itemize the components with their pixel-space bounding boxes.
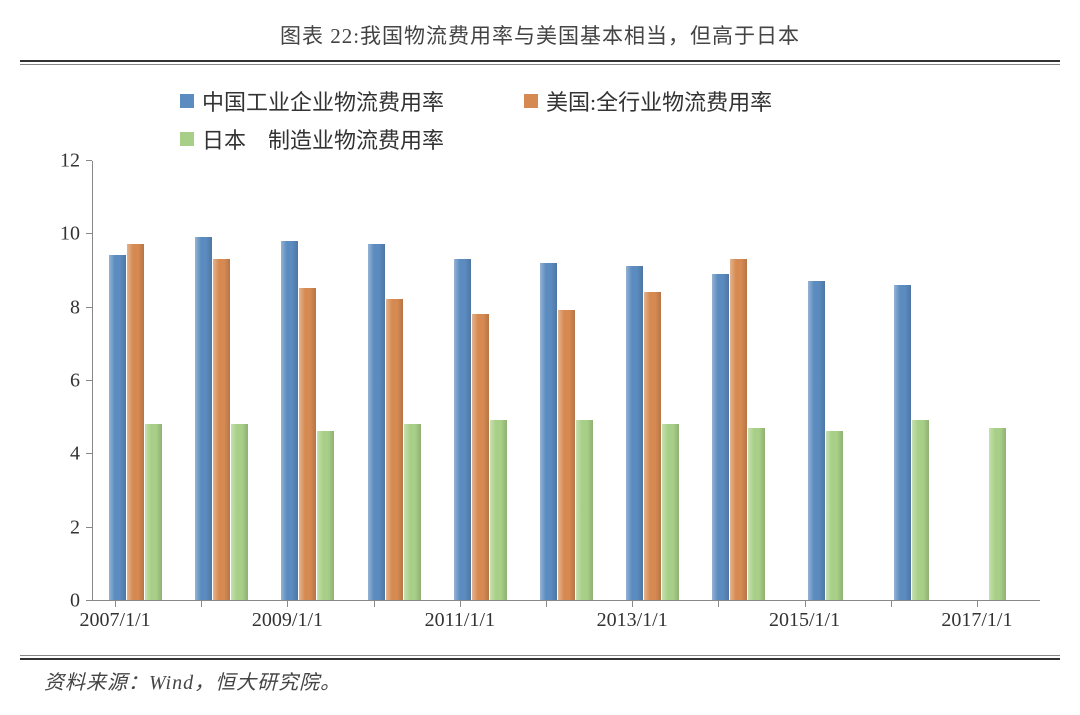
bar-group [808, 281, 844, 600]
bar-group [540, 263, 594, 600]
bar-japan [748, 428, 765, 600]
y-tick-label: 10 [60, 223, 80, 246]
bar-china [894, 285, 911, 600]
y-tick-label: 8 [70, 296, 80, 319]
legend: 中国工业企业物流费用率 美国:全行业物流费用率 日本 制造业物流费用率 [20, 85, 1060, 155]
bar-japan [826, 431, 843, 600]
bar-china [626, 266, 643, 600]
bar-china [109, 255, 126, 600]
bar-china [454, 259, 471, 600]
bar-japan [662, 424, 679, 600]
plot-area: 024681012 [40, 161, 1040, 601]
legend-swatch-icon [180, 94, 194, 108]
legend-item-japan: 日本 制造业物流费用率 [180, 123, 444, 155]
x-tick-mark [805, 601, 806, 607]
bar-usa [213, 259, 230, 600]
x-tick-label: 2007/1/1 [80, 609, 151, 632]
y-tick-label: 12 [60, 150, 80, 173]
rule-bottom-thin [20, 655, 1060, 656]
x-tick-mark [632, 601, 633, 607]
y-tick-label: 0 [70, 590, 80, 613]
x-tick-mark [546, 601, 547, 607]
chart-title: 图表 22:我国物流费用率与美国基本相当，但高于日本 [20, 20, 1060, 50]
rule-top-thick [20, 60, 1060, 62]
bar-japan [404, 424, 421, 600]
bar-group [109, 244, 163, 600]
bar-china [281, 241, 298, 600]
bar-usa [386, 299, 403, 600]
bar-usa [127, 244, 144, 600]
legend-label: 美国:全行业物流费用率 [546, 85, 772, 117]
legend-item-usa: 美国:全行业物流费用率 [524, 85, 772, 117]
bar-japan [576, 420, 593, 600]
legend-label: 日本 制造业物流费用率 [202, 123, 444, 155]
x-tick-label: 2009/1/1 [252, 609, 323, 632]
legend-row: 中国工业企业物流费用率 美国:全行业物流费用率 [180, 85, 1060, 117]
bar-usa [472, 314, 489, 600]
bar-usa [730, 259, 747, 600]
y-tick-label: 2 [70, 516, 80, 539]
x-tick-mark [891, 601, 892, 607]
bar-usa [299, 288, 316, 600]
bars-layer [93, 161, 1040, 600]
x-tick-label: 2013/1/1 [597, 609, 668, 632]
x-tick-mark [201, 601, 202, 607]
y-tick-label: 4 [70, 443, 80, 466]
x-tick-mark [374, 601, 375, 607]
bar-group [626, 266, 680, 600]
bar-group [195, 237, 249, 600]
x-tick-mark [977, 601, 978, 607]
bar-japan [912, 420, 929, 600]
bar-group [368, 244, 422, 600]
rule-bottom-thick [20, 658, 1060, 660]
bar-group [281, 241, 335, 600]
bar-group [894, 285, 930, 600]
bar-group [712, 259, 766, 600]
bar-usa [558, 310, 575, 600]
bar-usa [644, 292, 661, 600]
legend-swatch-icon [180, 132, 194, 146]
bar-japan [145, 424, 162, 600]
bar-japan [231, 424, 248, 600]
chart-container: 图表 22:我国物流费用率与美国基本相当，但高于日本 中国工业企业物流费用率 美… [20, 20, 1060, 695]
legend-row: 日本 制造业物流费用率 [180, 123, 1060, 155]
bar-china [195, 237, 212, 600]
rule-top-thin [20, 64, 1060, 65]
source-text: 资料来源：Wind，恒大研究院。 [20, 666, 1060, 695]
y-axis: 024681012 [40, 161, 86, 601]
bar-china [540, 263, 557, 600]
legend-label: 中国工业企业物流费用率 [202, 85, 444, 117]
bar-china [808, 281, 825, 600]
y-tick-label: 6 [70, 370, 80, 393]
bar-group [454, 259, 508, 600]
x-tick-label: 2015/1/1 [769, 609, 840, 632]
x-tick-mark [460, 601, 461, 607]
x-tick-label: 2011/1/1 [425, 609, 495, 632]
x-tick-mark [115, 601, 116, 607]
x-tick-mark [718, 601, 719, 607]
bar-group [989, 428, 1007, 600]
x-axis: 2007/1/12009/1/12011/1/12013/1/12015/1/1… [92, 601, 1060, 641]
bar-japan [317, 431, 334, 600]
legend-swatch-icon [524, 94, 538, 108]
plot [92, 161, 1040, 601]
bar-japan [989, 428, 1006, 600]
bar-china [712, 274, 729, 600]
x-tick-mark [287, 601, 288, 607]
legend-item-china: 中国工业企业物流费用率 [180, 85, 444, 117]
bar-japan [490, 420, 507, 600]
x-tick-label: 2017/1/1 [941, 609, 1012, 632]
bar-china [368, 244, 385, 600]
